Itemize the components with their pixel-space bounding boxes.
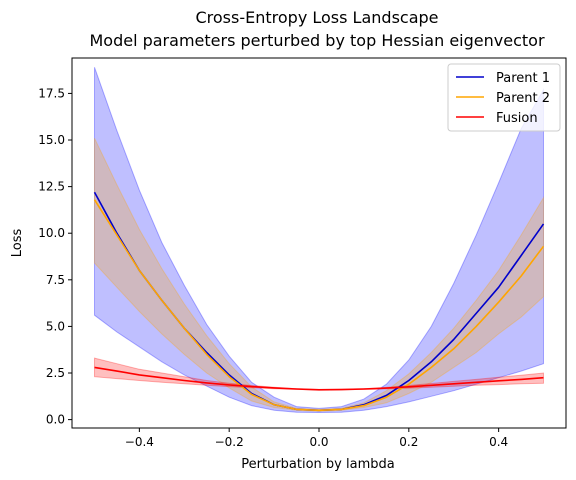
y-tick-label: 10.0	[38, 226, 65, 240]
y-tick-label: 0.0	[46, 413, 65, 427]
band-parent-1	[94, 67, 544, 414]
y-tick-label: 12.5	[38, 180, 65, 194]
y-axis-label: Loss	[10, 229, 25, 258]
band-fusion	[94, 357, 544, 391]
x-tick-label: −0.4	[125, 435, 154, 449]
legend: Parent 1 Parent 2 Fusion	[447, 63, 561, 132]
x-axis: −0.4 −0.2 0.0 0.2 0.4	[125, 428, 508, 449]
series-lines	[93, 191, 545, 412]
x-tick-label: 0.0	[309, 435, 328, 449]
confidence-bands	[94, 67, 544, 414]
y-tick-label: 2.5	[46, 366, 65, 380]
x-axis-label: Perturbation by lambda	[241, 457, 394, 472]
y-tick-label: 5.0	[46, 319, 65, 333]
x-tick-label: 0.4	[489, 435, 508, 449]
line-fusion	[94, 366, 544, 391]
y-tick-label: 15.0	[38, 133, 65, 147]
y-tick-label: 7.5	[46, 273, 65, 287]
x-tick-label: 0.2	[399, 435, 418, 449]
legend-label-parent-2: Parent 2	[496, 91, 550, 106]
y-axis: 0.0 2.5 5.0 7.5 10.0 12.5 15.0 17.5	[38, 86, 72, 427]
legend-label-fusion: Fusion	[496, 111, 538, 126]
line-parent-2	[93, 199, 545, 412]
legend-label-parent-1: Parent 1	[496, 71, 550, 86]
y-tick-label: 17.5	[38, 86, 65, 100]
legend-frame	[447, 63, 561, 132]
chart-title: Cross-Entropy Loss Landscape	[195, 8, 438, 27]
x-tick-label: −0.2	[215, 435, 244, 449]
chart-subtitle: Model parameters perturbed by top Hessia…	[89, 31, 544, 50]
